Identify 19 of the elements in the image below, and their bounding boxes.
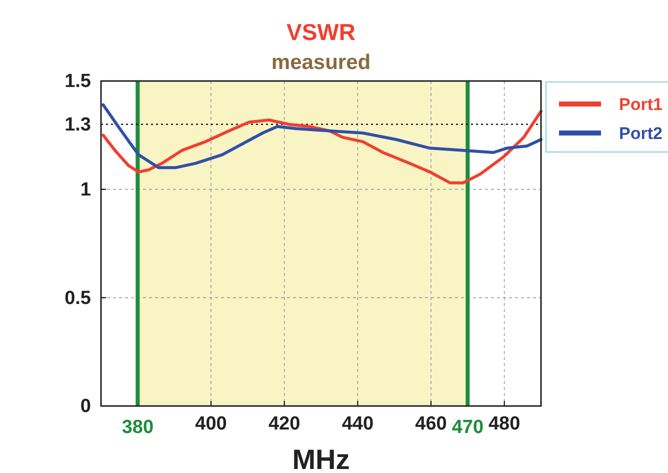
x-tick-label: 440 xyxy=(342,413,374,434)
legend-label: Port1 xyxy=(619,95,662,114)
ref-line-label: 380 xyxy=(122,417,154,438)
y-tick-label: 0 xyxy=(80,396,91,418)
chart-subtitle: measured xyxy=(271,51,371,74)
x-axis-title: MHz xyxy=(292,444,350,473)
x-tick-label: 400 xyxy=(195,413,227,434)
x-tick-label: 420 xyxy=(268,413,300,434)
x-tick-label: 460 xyxy=(415,413,447,434)
ref-line-label: 470 xyxy=(452,417,484,438)
y-tick-label: 1 xyxy=(80,179,92,200)
ref-line-label: 1.3 xyxy=(64,114,91,136)
line-series xyxy=(102,103,542,170)
y-tick-label: 0.5 xyxy=(64,288,92,309)
chart-title: VSWR xyxy=(286,19,356,45)
line-series xyxy=(102,110,542,184)
legend-label: Port2 xyxy=(619,124,662,143)
x-tick-label: 480 xyxy=(488,413,520,434)
y-tick-label: 1.5 xyxy=(64,71,92,92)
